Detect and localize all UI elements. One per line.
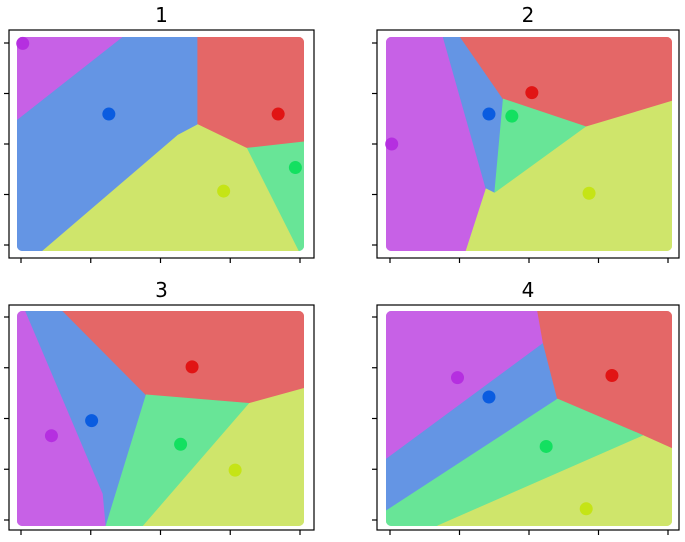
panel-title: 3 (155, 278, 168, 302)
seed-point (482, 390, 496, 404)
seed-point (228, 463, 242, 477)
voronoi-region (197, 37, 304, 149)
voronoi-region (437, 435, 672, 526)
panel-title: 1 (155, 3, 168, 27)
voronoi-regions (17, 311, 304, 526)
voronoi-region (105, 394, 251, 526)
panel-4: 4 (372, 278, 680, 535)
axes-frame (8, 304, 315, 531)
panel-title: 4 (522, 278, 535, 302)
axes-frame (376, 304, 680, 531)
seed-point (385, 137, 399, 151)
voronoi-regions (17, 37, 304, 251)
panel-2: 2 (372, 3, 680, 263)
seed-point (102, 107, 116, 121)
seed-point (582, 186, 596, 200)
seed-point (271, 107, 285, 121)
voronoi-region (41, 124, 299, 251)
seed-point (85, 414, 99, 428)
seed-point (44, 429, 58, 443)
seed-point (605, 369, 619, 382)
seed-point (505, 109, 519, 123)
seed-point (217, 184, 231, 198)
panel-3: 3 (4, 278, 315, 535)
seed-point (451, 371, 464, 385)
voronoi-region (465, 100, 672, 251)
seed-point (16, 36, 30, 50)
voronoi-regions (386, 37, 672, 251)
panel-title: 2 (522, 3, 535, 27)
voronoi-region (386, 398, 645, 526)
voronoi-regions (386, 311, 672, 526)
seed-point (539, 439, 553, 453)
seed-point (185, 360, 199, 374)
seed-point (579, 502, 593, 516)
voronoi-region (142, 387, 304, 526)
seed-point (482, 107, 496, 121)
seed-point (525, 86, 539, 100)
seed-point (174, 437, 188, 451)
seed-point (288, 161, 302, 175)
panel-1: 1 (4, 3, 315, 263)
